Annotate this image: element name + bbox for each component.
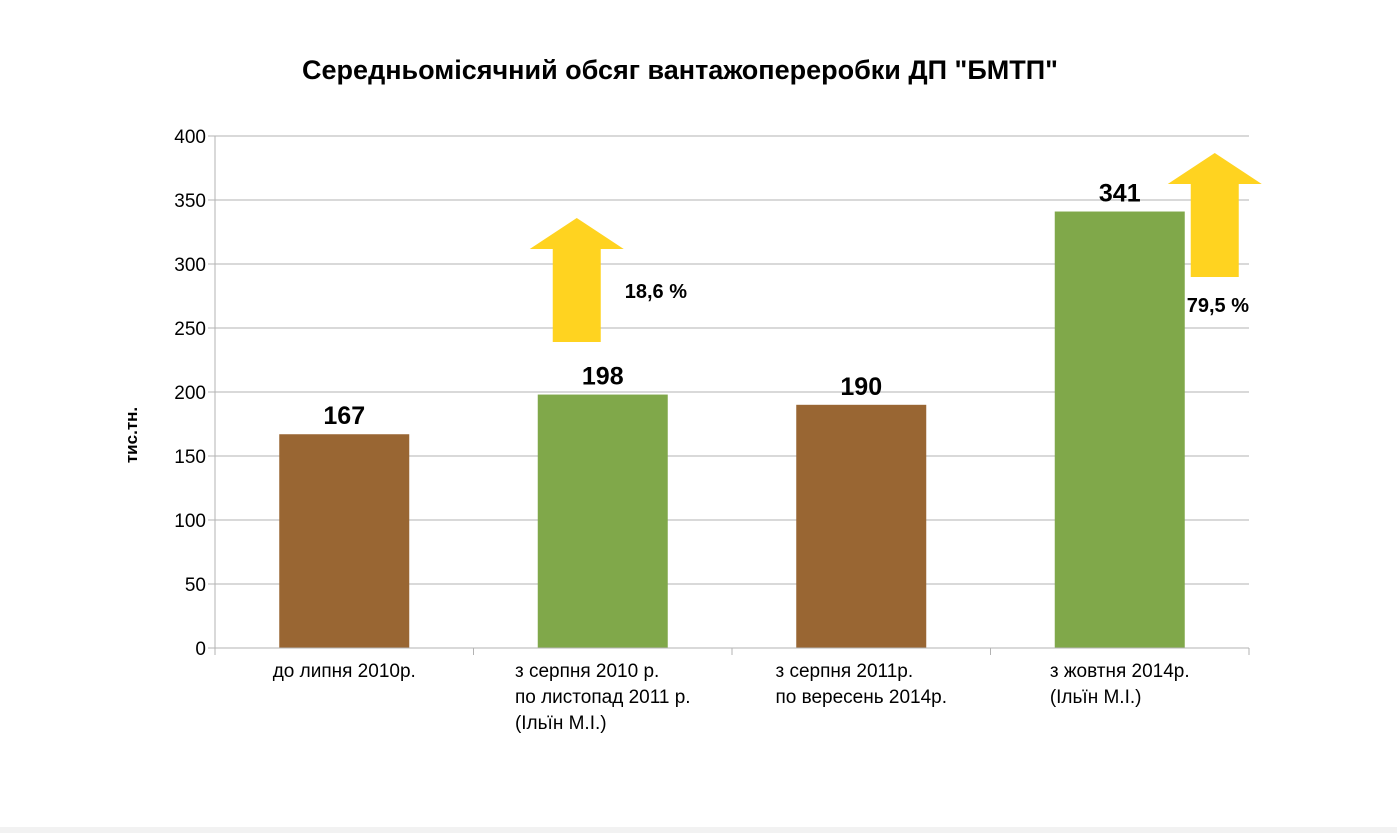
y-tick-label: 400 [174,127,206,148]
annotation-label: 79,5 % [1187,295,1249,317]
y-tick-label: 100 [174,511,206,532]
data-label: 198 [582,363,624,391]
data-label: 167 [323,402,365,430]
y-tick-label: 50 [185,575,206,596]
y-tick-label: 150 [174,447,206,468]
footer-strip [0,827,1397,833]
x-tick-label: з серпня 2010 р. по листопад 2011 р. (Ільї… [515,661,691,734]
y-ticks: 0 50 100 150 200 250 300 350 400 [174,127,215,660]
value-labels: 167 198 190 341 [323,180,1140,431]
y-axis-label: тис.тн. [122,407,141,463]
x-tick-label-line: з серпня 2010 р. [515,661,659,682]
x-tick-label-line: по вересень 2014р. [775,687,947,708]
x-tick-label-line: по листопад 2011 р. [515,687,691,708]
bars [279,211,1185,648]
x-tick-label-line: з серпня 2011р. [775,661,913,682]
y-tick-label: 200 [174,383,206,404]
bar [279,434,410,648]
x-tick-label-line: (Ільїн М.І.) [1050,687,1142,708]
x-tick-label: до липня 2010р. [273,661,416,682]
annotation-label: 18,6 % [625,281,687,303]
x-tick-label-line: до липня 2010р. [273,661,416,682]
y-tick-label: 250 [174,319,206,340]
data-label: 341 [1099,180,1141,208]
bar [1054,211,1185,648]
annotations: 18,6 % 79,5 % [529,153,1262,342]
data-label: 190 [840,373,882,401]
up-arrow-icon [529,218,624,342]
x-categories: до липня 2010р. з серпня 2010 р. по листоп… [273,661,1190,734]
y-tick-label: 350 [174,191,206,212]
x-tick-label-line: (Ільїн М.І.) [515,713,607,734]
chart-title: Середньомісячний обсяг вантажопереробки … [302,55,1058,85]
y-tick-label: 300 [174,255,206,276]
x-tick-label-line: з жовтня 2014р. [1050,661,1190,682]
bar [796,404,927,648]
y-tick-label: 0 [195,639,206,660]
x-tick-label: з серпня 2011р. по вересень 2014р. [775,661,947,708]
x-tick-label: з жовтня 2014р. (Ільїн М.І.) [1050,661,1190,708]
up-arrow-icon [1167,153,1262,277]
bar [537,394,668,648]
